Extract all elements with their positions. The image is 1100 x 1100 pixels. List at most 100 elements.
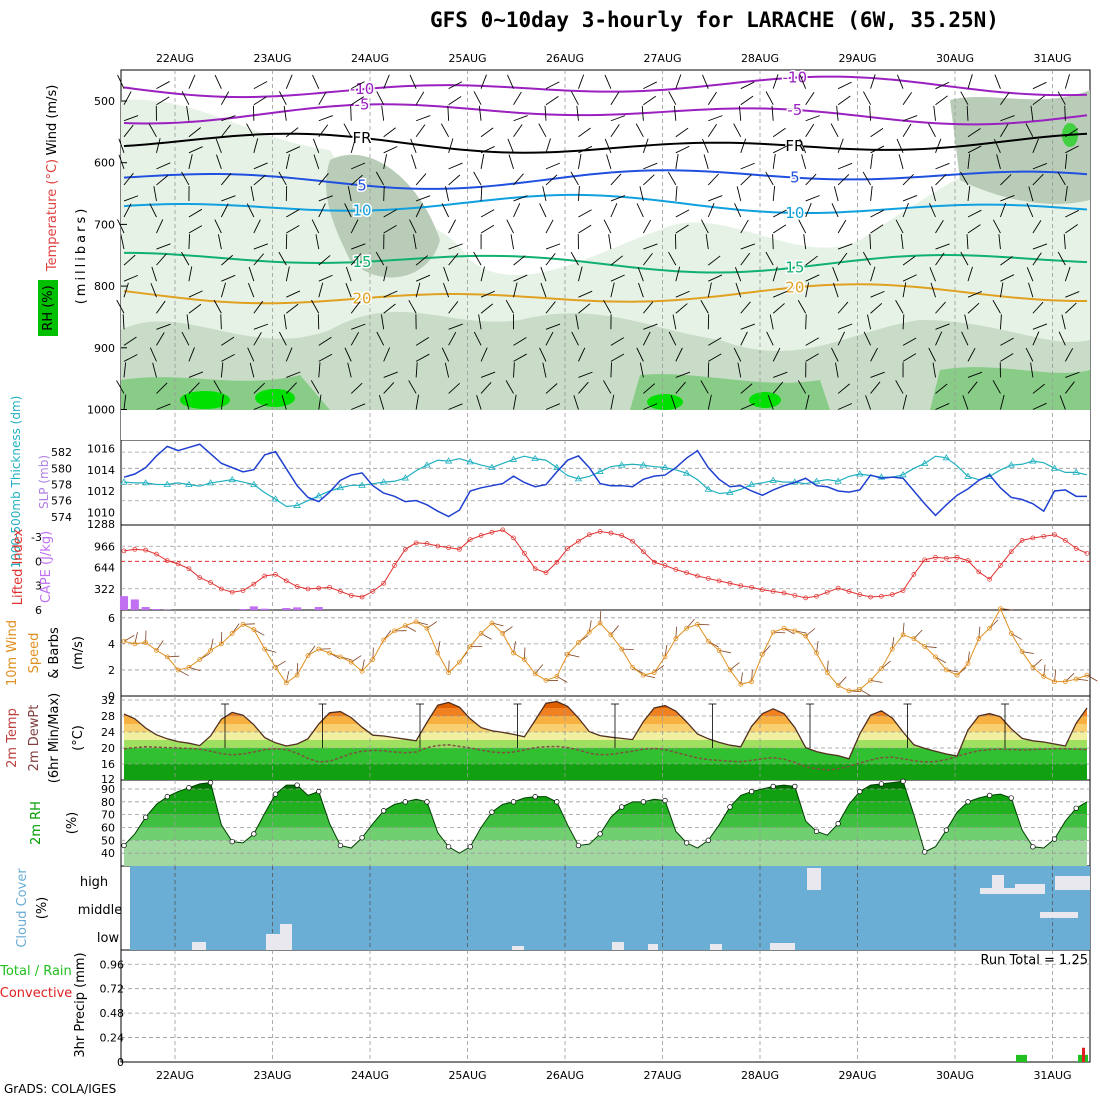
wind10m-point <box>273 664 278 670</box>
wind-barb <box>638 282 644 298</box>
wind-barb <box>837 383 850 394</box>
wind-barb <box>734 266 742 282</box>
wind-barb <box>933 105 936 121</box>
tick-label: 90 <box>101 783 115 796</box>
wind-barb <box>1000 92 1010 105</box>
wind-barb <box>870 153 873 169</box>
wind-barb <box>608 234 612 250</box>
li-point <box>608 530 614 536</box>
thickness-point <box>812 477 821 484</box>
wind10m-point <box>229 631 235 636</box>
wind-barb <box>544 105 547 121</box>
wind-barb <box>708 337 722 346</box>
wind10m-point <box>121 638 127 644</box>
wind10m-point <box>327 650 332 656</box>
li-point <box>1073 546 1079 551</box>
wind10m-point <box>283 680 289 686</box>
rh2m-point <box>857 788 863 795</box>
li-point <box>716 578 722 584</box>
tick-label: 2 <box>108 664 115 677</box>
wind-barb <box>1000 337 1014 346</box>
li-point <box>954 555 960 560</box>
wind-barb <box>772 127 786 138</box>
tick-label: 40 <box>101 847 115 860</box>
wind-barb <box>935 301 946 314</box>
wind-barb <box>610 173 622 186</box>
wind-barb <box>318 91 327 105</box>
wind-barb <box>188 154 193 169</box>
thickness-point <box>682 469 691 476</box>
wind-barb <box>772 224 787 234</box>
wind-barb <box>1025 347 1034 362</box>
wind-barb <box>480 185 483 201</box>
temp-band <box>124 724 1087 732</box>
wind-barb <box>448 219 456 234</box>
wind-barb <box>578 145 593 154</box>
wind-barb <box>409 74 417 89</box>
wind-barb <box>318 336 332 346</box>
wind-barb <box>123 254 136 266</box>
wind10m-point <box>630 664 635 670</box>
wind-barb <box>123 362 127 378</box>
wind-barb <box>837 81 852 90</box>
rh2m-point <box>770 783 776 790</box>
wind-barb <box>668 251 677 266</box>
wind-barb <box>253 138 259 153</box>
date-label-bottom: 31AUG <box>1033 1069 1071 1082</box>
wind-barb <box>870 381 881 394</box>
isotherm-label: 20 <box>785 278 804 296</box>
thickness-point <box>293 501 301 508</box>
isotherm-label: 15 <box>785 259 804 277</box>
wind-barb <box>448 138 454 153</box>
wind-barb <box>318 255 331 266</box>
wind-barb <box>220 394 224 410</box>
li-point <box>651 559 657 565</box>
wind10m-point <box>738 681 744 687</box>
tick-label: 582 <box>51 446 72 459</box>
wind-barb <box>383 74 390 89</box>
wind-barb <box>870 266 876 282</box>
wind-barb <box>967 145 982 154</box>
wind-barb <box>283 314 287 330</box>
wind-barb <box>570 251 579 266</box>
slp-line <box>123 443 1087 518</box>
tick-label: 800 <box>94 280 115 293</box>
li-point <box>348 593 354 598</box>
dewpt-line <box>123 744 1088 771</box>
wind-barb <box>123 274 139 282</box>
thickness-point <box>466 458 474 465</box>
li-point <box>175 561 181 567</box>
wind-barb <box>870 347 878 362</box>
wind-barb <box>604 74 612 89</box>
wind-barb <box>415 282 421 298</box>
wind10m-point <box>781 625 787 631</box>
isotherm-line <box>123 75 1088 99</box>
wind-barb <box>253 219 261 234</box>
rh2m-point <box>619 804 625 810</box>
wind-barb <box>149 347 157 362</box>
wind-barb <box>668 91 677 105</box>
wind-barb <box>221 115 236 122</box>
cape-bar <box>141 607 150 610</box>
wind-barb <box>1032 95 1046 106</box>
tick-label: 576 <box>51 495 72 508</box>
wind-barb <box>1032 81 1047 90</box>
wind-barb <box>870 185 873 202</box>
isotherm-label: -5 <box>355 96 370 114</box>
wind-barb <box>216 154 222 170</box>
wind-barb <box>118 138 125 153</box>
wind-barb <box>1065 302 1077 314</box>
wind-barb <box>610 274 625 282</box>
wind-barb <box>383 371 398 378</box>
wind-barb <box>480 209 495 218</box>
wind10m-point <box>218 641 224 647</box>
wind-barb <box>345 266 352 282</box>
wind10m-point <box>154 647 159 653</box>
wind-barb <box>610 124 620 138</box>
thickness-point <box>726 488 734 496</box>
thickness-point <box>639 461 648 468</box>
wind-barb <box>962 395 969 410</box>
wind-barb <box>870 128 884 138</box>
li-point <box>424 541 430 546</box>
wind-barb <box>837 138 844 153</box>
